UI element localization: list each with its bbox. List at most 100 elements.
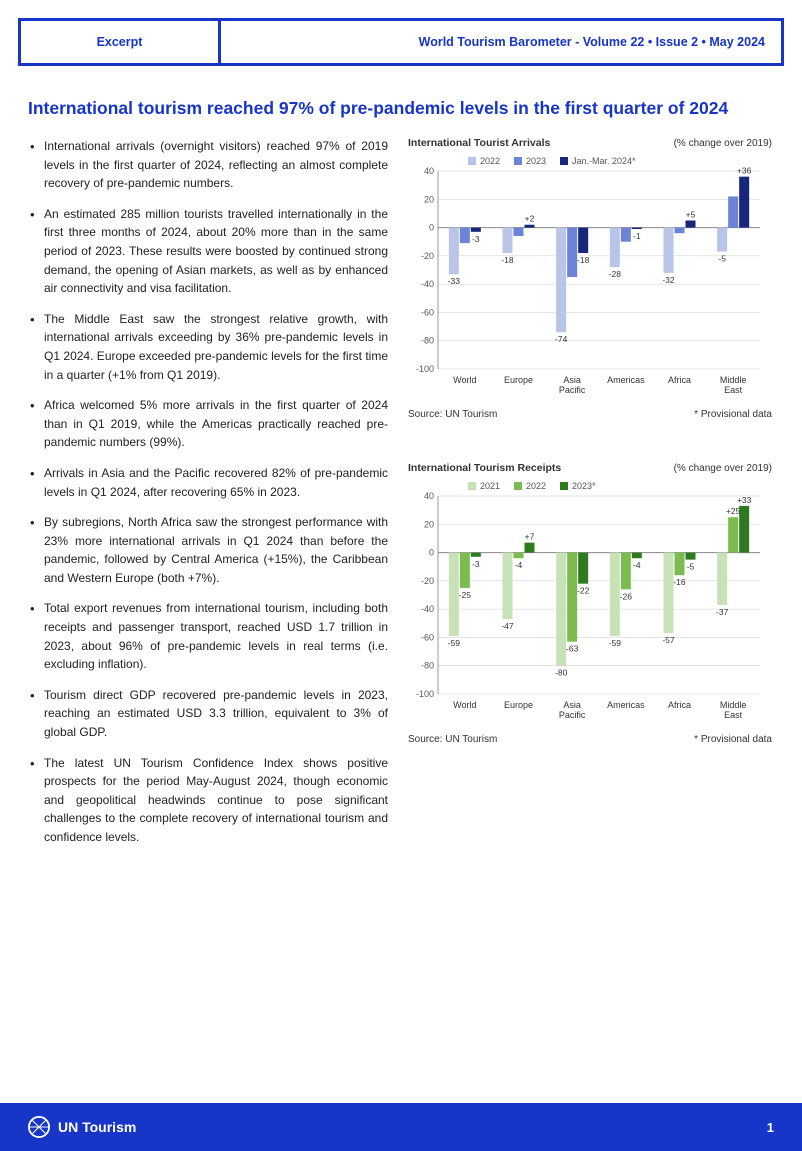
chart-arrivals: International Tourist Arrivals (% change… (406, 137, 774, 420)
svg-text:-18: -18 (577, 255, 590, 265)
svg-text:-20: -20 (421, 576, 434, 586)
svg-text:0: 0 (429, 548, 434, 558)
svg-text:-57: -57 (662, 635, 675, 645)
chart2-subtitle: (% change over 2019) (674, 463, 772, 474)
svg-text:-33: -33 (448, 276, 461, 286)
svg-text:2021: 2021 (480, 481, 500, 491)
svg-text:-3: -3 (472, 234, 480, 244)
svg-text:+33: +33 (737, 495, 752, 505)
svg-text:0: 0 (429, 223, 434, 233)
svg-text:Europe: Europe (504, 700, 533, 710)
svg-text:-80: -80 (421, 336, 434, 346)
svg-text:-100: -100 (416, 364, 434, 374)
bullet-list: International arrivals (overnight visito… (28, 137, 388, 847)
svg-text:-74: -74 (555, 334, 568, 344)
bullet-item: Africa welcomed 5% more arrivals in the … (28, 396, 388, 452)
svg-text:Europe: Europe (504, 375, 533, 385)
svg-text:2022: 2022 (526, 481, 546, 491)
svg-text:-26: -26 (620, 591, 633, 601)
svg-text:-22: -22 (577, 586, 590, 596)
chart1-source: Source: UN Tourism (408, 409, 497, 420)
svg-text:-60: -60 (421, 632, 434, 642)
svg-text:-59: -59 (609, 638, 622, 648)
page-header: Excerpt World Tourism Barometer - Volume… (18, 18, 784, 66)
svg-text:-63: -63 (566, 644, 579, 654)
svg-text:2022: 2022 (480, 156, 500, 166)
svg-text:-20: -20 (421, 251, 434, 261)
svg-text:40: 40 (424, 491, 434, 501)
chart1-svg: -100 -80 -60 -40 -20 0 20 40 2022 2023 Jan.-Mar. 2… (406, 153, 766, 403)
svg-text:2023: 2023 (526, 156, 546, 166)
svg-text:+7: +7 (525, 532, 535, 542)
svg-text:-5: -5 (687, 562, 695, 572)
svg-text:40: 40 (424, 166, 434, 176)
svg-text:World: World (453, 375, 476, 385)
svg-text:Asia: Asia (563, 700, 581, 710)
svg-text:-3: -3 (472, 559, 480, 569)
chart2-note: * Provisional data (694, 734, 772, 745)
header-left-cell: Excerpt (21, 21, 221, 63)
svg-text:-32: -32 (662, 275, 675, 285)
charts-column: International Tourist Arrivals (% change… (406, 137, 774, 859)
svg-text:-25: -25 (459, 590, 472, 600)
header-right-cell: World Tourism Barometer - Volume 22 • Is… (221, 21, 781, 63)
svg-text:-5: -5 (718, 254, 726, 264)
svg-text:-40: -40 (421, 279, 434, 289)
svg-text:Americas: Americas (607, 375, 645, 385)
bullet-item: International arrivals (overnight visito… (28, 137, 388, 193)
chart2-source: Source: UN Tourism (408, 734, 497, 745)
svg-text:-60: -60 (421, 307, 434, 317)
svg-text:20: 20 (424, 519, 434, 529)
svg-text:Pacific: Pacific (559, 710, 586, 720)
svg-text:20: 20 (424, 194, 434, 204)
footer-page-number: 1 (767, 1120, 774, 1135)
page-footer: UN Tourism 1 (0, 1103, 802, 1151)
bullet-item: An estimated 285 million tourists travel… (28, 205, 388, 298)
svg-text:Africa: Africa (668, 700, 691, 710)
svg-text:-16: -16 (673, 577, 686, 587)
svg-text:-47: -47 (501, 621, 514, 631)
svg-text:-80: -80 (421, 661, 434, 671)
svg-text:East: East (724, 710, 743, 720)
svg-text:-40: -40 (421, 604, 434, 614)
svg-text:-100: -100 (416, 689, 434, 699)
bullet-item: By subregions, North Africa saw the stro… (28, 513, 388, 587)
bullet-item: Total export revenues from international… (28, 599, 388, 673)
svg-text:-4: -4 (633, 560, 641, 570)
svg-text:Jan.-Mar. 2024*: Jan.-Mar. 2024* (572, 156, 636, 166)
svg-text:East: East (724, 385, 743, 395)
chart1-title: International Tourist Arrivals (408, 137, 550, 149)
bullet-item: The Middle East saw the strongest relati… (28, 310, 388, 384)
svg-text:-37: -37 (716, 607, 729, 617)
footer-brand: UN Tourism (28, 1116, 136, 1138)
svg-text:-28: -28 (609, 269, 622, 279)
svg-text:-4: -4 (515, 560, 523, 570)
svg-text:Middle: Middle (720, 700, 747, 710)
svg-text:-80: -80 (555, 668, 568, 678)
svg-text:+5: +5 (686, 210, 696, 220)
svg-text:+36: +36 (737, 166, 752, 176)
chart2-title: International Tourism Receipts (408, 462, 561, 474)
chart2-svg: -100 -80 -60 -40 -20 0 20 40 2021 2022 2023* World E… (406, 478, 766, 728)
svg-text:-59: -59 (448, 638, 461, 648)
svg-text:World: World (453, 700, 476, 710)
svg-text:Americas: Americas (607, 700, 645, 710)
svg-text:-1: -1 (633, 231, 641, 241)
chart1-subtitle: (% change over 2019) (674, 138, 772, 149)
svg-text:+25: +25 (726, 506, 741, 516)
svg-text:Pacific: Pacific (559, 385, 586, 395)
chart-receipts: International Tourism Receipts (% change… (406, 462, 774, 745)
svg-text:-18: -18 (501, 255, 514, 265)
svg-text:Africa: Africa (668, 375, 691, 385)
svg-text:Asia: Asia (563, 375, 581, 385)
svg-text:+2: +2 (525, 214, 535, 224)
svg-text:2023*: 2023* (572, 481, 596, 491)
page-title: International tourism reached 97% of pre… (28, 98, 774, 119)
bullet-item: Tourism direct GDP recovered pre-pandemi… (28, 686, 388, 742)
header-excerpt-label: Excerpt (97, 35, 143, 49)
chart1-note: * Provisional data (694, 409, 772, 420)
bullet-item: The latest UN Tourism Confidence Index s… (28, 754, 388, 847)
bullets-column: International arrivals (overnight visito… (28, 137, 388, 859)
un-tourism-logo-icon (28, 1116, 50, 1138)
header-publication-label: World Tourism Barometer - Volume 22 • Is… (419, 35, 765, 49)
